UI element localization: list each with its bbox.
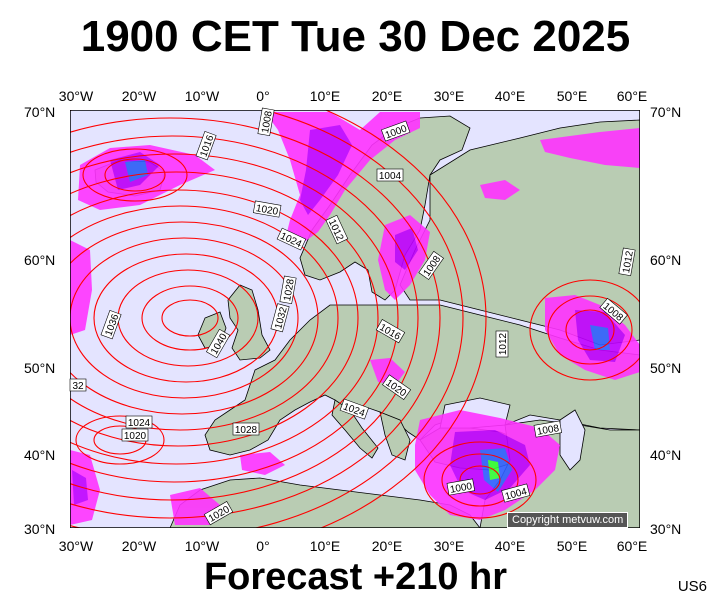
isobar-label: 1004 <box>379 171 402 182</box>
lon-tick-label: 60°E <box>616 538 648 554</box>
precipitation <box>70 112 640 525</box>
lon-tick-label: 0° <box>256 538 270 554</box>
copyright-notice: Copyright metvuw.com <box>507 512 629 528</box>
isobar-label: 1028 <box>282 278 297 302</box>
isobar-label: 1024 <box>128 418 151 429</box>
isobar-label-group: 1016 1008 1000 1004 1020 1024 1012 1036 … <box>69 107 636 526</box>
lat-tick-label: 30°N <box>24 521 56 537</box>
map-title: 1900 CET Tue 30 Dec 2025 <box>80 12 631 61</box>
lat-tick-label: 50°N <box>24 360 56 376</box>
lon-tick-label: 0° <box>256 88 270 104</box>
lon-tick-label: 30°W <box>58 88 94 104</box>
great-britain <box>227 284 271 361</box>
lat-tick-label: 70°N <box>24 104 56 120</box>
lon-tick-label: 40°E <box>494 88 526 104</box>
caspian-sea <box>559 409 586 471</box>
lat-tick-label: 30°N <box>650 521 682 537</box>
lon-tick-label: 30°E <box>433 88 465 104</box>
lat-tick-label: 50°N <box>650 360 682 376</box>
isobar-label: 1008 <box>260 110 275 134</box>
lon-tick-label: 20°E <box>371 538 403 554</box>
lon-tick-label: 10°W <box>184 88 220 104</box>
lat-tick-label: 60°N <box>650 252 682 268</box>
lon-tick-label: 20°E <box>371 88 403 104</box>
lon-tick-label: 10°E <box>309 88 341 104</box>
region-code: US6 <box>677 578 707 595</box>
lon-tick-label: 60°E <box>616 88 648 104</box>
lon-tick-label: 10°W <box>184 538 220 554</box>
lat-tick-label: 70°N <box>650 104 682 120</box>
balkans <box>379 411 411 461</box>
lon-tick-label: 30°W <box>58 538 94 554</box>
isobar-label: 32 <box>72 381 84 392</box>
lat-tick-label: 40°N <box>24 447 56 463</box>
lon-tick-label: 20°W <box>121 88 157 104</box>
isobar-label: 1020 <box>255 203 279 218</box>
lon-tick-label: 50°E <box>556 88 588 104</box>
lon-tick-label: 40°E <box>494 538 526 554</box>
lon-tick-label: 10°E <box>309 538 341 554</box>
forecast-label: Forecast +210 hr <box>203 556 508 598</box>
lon-tick-label: 20°W <box>121 538 157 554</box>
lon-tick-label: 30°E <box>433 538 465 554</box>
lat-tick-label: 40°N <box>650 447 682 463</box>
lon-tick-label: 50°E <box>556 538 588 554</box>
isobar-label: 1028 <box>235 425 258 436</box>
lat-tick-label: 60°N <box>24 252 56 268</box>
isobar-label: 1012 <box>621 250 636 274</box>
isobar-label: 1008 <box>536 423 560 438</box>
isobar-label: 1020 <box>124 431 147 442</box>
isobar-label: 1000 <box>449 481 473 496</box>
isobar-label: 1012 <box>498 332 509 355</box>
isobars <box>70 110 640 528</box>
